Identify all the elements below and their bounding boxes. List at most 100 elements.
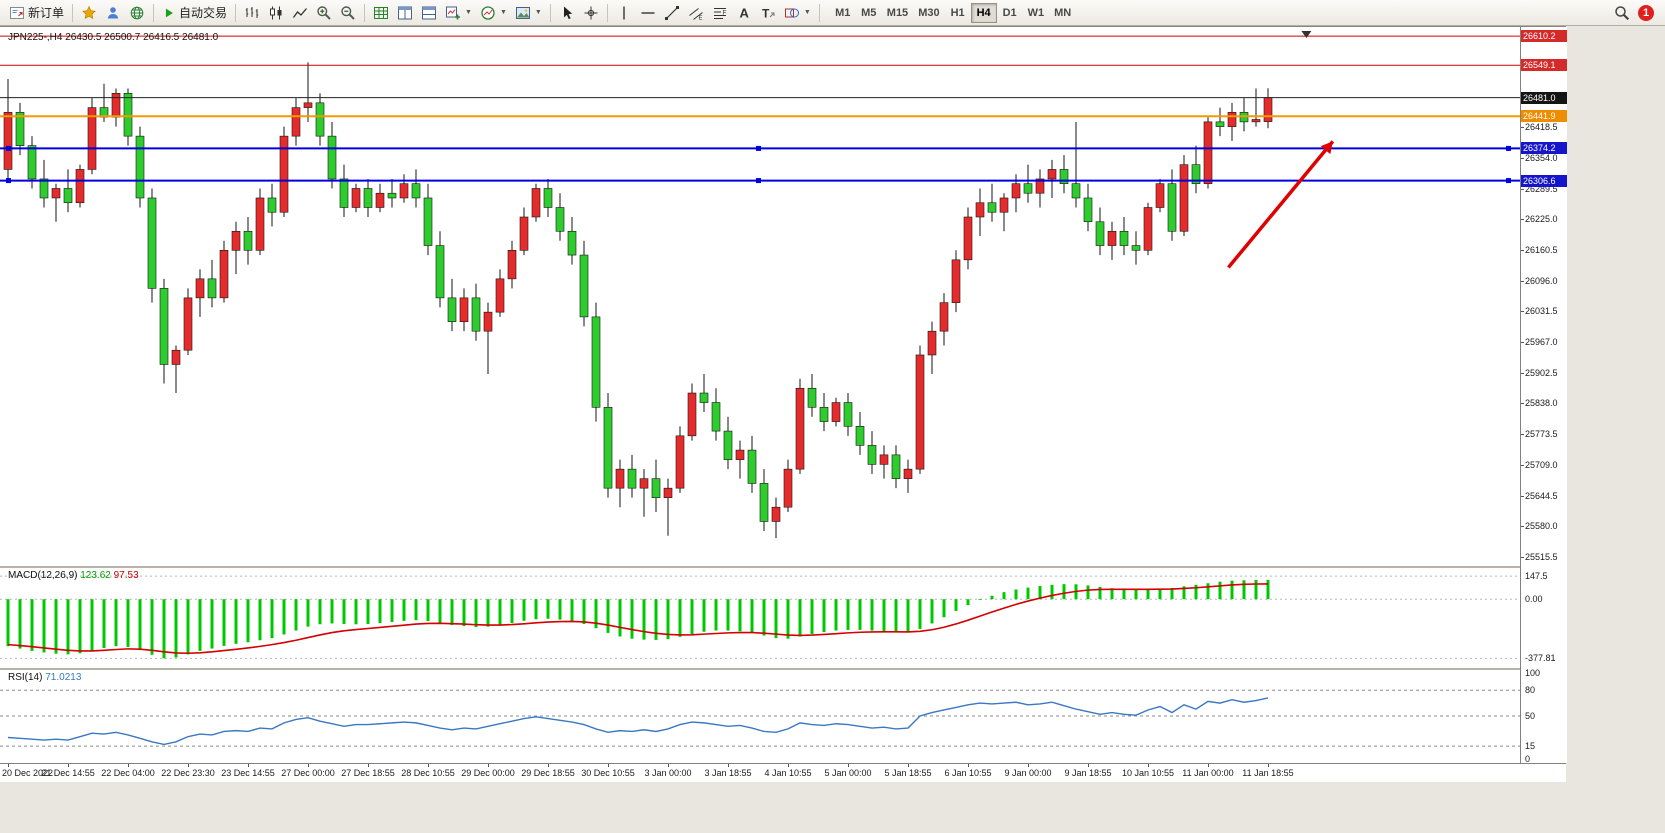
zoom-in-icon [317,5,331,20]
macd-main-value: 123.62 [80,570,111,581]
price-axis-label: 25902.5 [1525,367,1558,378]
price-axis-label: 25773.5 [1525,429,1558,440]
timeframe-button-mn[interactable]: MN [1049,3,1076,23]
timeframe-button-m1[interactable]: M1 [830,3,856,23]
time-axis[interactable]: 20 Dec 2022 21 Dec 14:55 22 Dec 04:00 22 De… [0,763,1566,782]
trendline-button[interactable] [660,2,684,24]
text-label-button[interactable]: T [756,2,780,24]
globe-button[interactable] [125,2,149,24]
horizontal-lines-group [0,35,1520,184]
macd-indicator-label: MACD(12,26,9) 123.62 97.53 [8,570,139,581]
time-axis-label: 29 Dec 18:55 [521,768,575,778]
toolbar-separator [549,3,551,22]
text-button[interactable]: A [732,2,756,24]
vertical-line-button[interactable] [612,2,636,24]
timeframe-button-m15[interactable]: M15 [882,3,913,23]
price-tag: 26306.6 [1521,174,1567,187]
timeframe-button-w1[interactable]: W1 [1023,3,1050,23]
grid-button[interactable] [369,2,393,24]
cursor-button[interactable] [555,2,579,24]
badge-button[interactable] [77,2,101,24]
trendline-icon [664,5,679,20]
price-axis[interactable]: 26418.5 26354.0 26289.5 26225.0 26160.5 26096… [1520,27,1567,764]
price-axis-label: 25644.5 [1525,490,1558,501]
new-chart-button[interactable]: ▼ [441,2,476,24]
rsi-axis-label: 50 [1525,711,1536,721]
toolbar-separator [818,3,820,22]
price-axis-label: 25838.0 [1525,398,1558,409]
crosshair-button[interactable] [579,2,603,24]
timeframe-button-h4[interactable]: H4 [970,2,997,23]
shapes-icon [784,8,799,17]
auto-trading-button[interactable]: 自动交易 [158,2,231,24]
gold-badge-icon [82,5,96,19]
tile-windows-button[interactable] [393,2,417,24]
indicators-icon [481,5,495,20]
chart-window: JPN225-,H4 26430.5 26500.7 26416.5 26481… [0,26,1567,782]
new-order-button[interactable]: 新订单 [5,2,68,24]
new-order-label: 新订单 [28,6,65,20]
candles-group [3,62,1273,539]
bar-chart-button[interactable] [240,2,264,24]
price-axis-label: 26289.5 [1525,183,1558,194]
price-axis-label: 26354.0 [1525,153,1558,164]
chart-title: JPN225-,H4 26430.5 26500.7 26416.5 26481… [8,32,219,43]
timeframe-button-m30[interactable]: M30 [913,3,944,23]
user-button[interactable] [101,2,125,24]
price-axis-label: 26160.5 [1525,245,1558,256]
chevron-down-icon: ▼ [803,9,811,16]
chevron-down-icon: ▼ [465,9,472,16]
time-axis-label: 6 Jan 10:55 [944,768,992,778]
indicators-button[interactable]: ▼ [476,2,511,24]
chevron-down-icon: ▼ [534,9,542,16]
macd-group [6,579,1270,659]
line-chart-button[interactable] [288,2,312,24]
time-axis-label: 5 Jan 00:00 [824,768,872,778]
price-axis-label: 26096.0 [1525,275,1558,286]
zoom-in-button[interactable] [312,2,336,24]
rsi-line [7,697,1269,746]
rsi-axis-label: 0 [1525,754,1531,764]
toolbar-separator [235,3,237,22]
panel-splitter[interactable] [0,668,1566,670]
bar-chart-icon [245,6,259,18]
trend-arrow-annotation [1227,140,1335,269]
rsi-axis-label: 80 [1525,685,1536,696]
time-axis-label: 23 Dec 14:55 [221,768,275,778]
new-chart-icon [446,6,461,19]
price-tag: 26481.0 [1521,91,1567,104]
grid-icon [374,6,389,19]
price-axis-label: 25709.0 [1525,459,1558,470]
shapes-button[interactable]: ▼ [780,2,815,24]
zoom-out-button[interactable] [336,2,360,24]
chevron-down-icon: ▼ [499,9,507,16]
chart-canvas[interactable] [0,27,1520,763]
candlestick-chart-button[interactable] [264,2,288,24]
main-toolbar: 新订单 自动交易 ▼ ▼ [0,0,1665,26]
tile-vertical-icon [422,6,437,19]
time-axis-label: 22 Dec 04:00 [101,768,155,778]
templates-button[interactable]: ▼ [511,2,546,24]
toolbar-separator [364,3,366,22]
timeframe-button-h1[interactable]: H1 [945,3,971,23]
timeframe-button-d1[interactable]: D1 [997,3,1023,23]
notifications-badge[interactable]: 1 [1638,4,1654,21]
tile-horizontal-icon [398,6,413,19]
time-axis-label: 22 Dec 23:30 [161,768,215,778]
vertical-line-icon [623,6,625,19]
equidistant-channel-button[interactable]: E [684,2,708,24]
user-icon [107,6,119,18]
macd-axis-label: 147.5 [1525,571,1548,582]
search-button[interactable] [1610,2,1634,24]
time-axis-label: 5 Jan 18:55 [884,768,932,778]
rsi-axis-label: 15 [1525,741,1536,752]
time-axis-label: 4 Jan 10:55 [764,768,812,778]
tile-vertical-button[interactable] [417,2,441,24]
horizontal-line-button[interactable] [636,2,660,24]
timeframe-button-m5[interactable]: M5 [856,3,882,23]
macd-axis-label: -377.81 [1525,653,1556,664]
toolbar-separator [153,3,155,22]
fibonacci-button[interactable]: F [708,2,732,24]
time-axis-label: 9 Jan 00:00 [1004,768,1052,778]
panel-splitter[interactable] [0,566,1566,568]
